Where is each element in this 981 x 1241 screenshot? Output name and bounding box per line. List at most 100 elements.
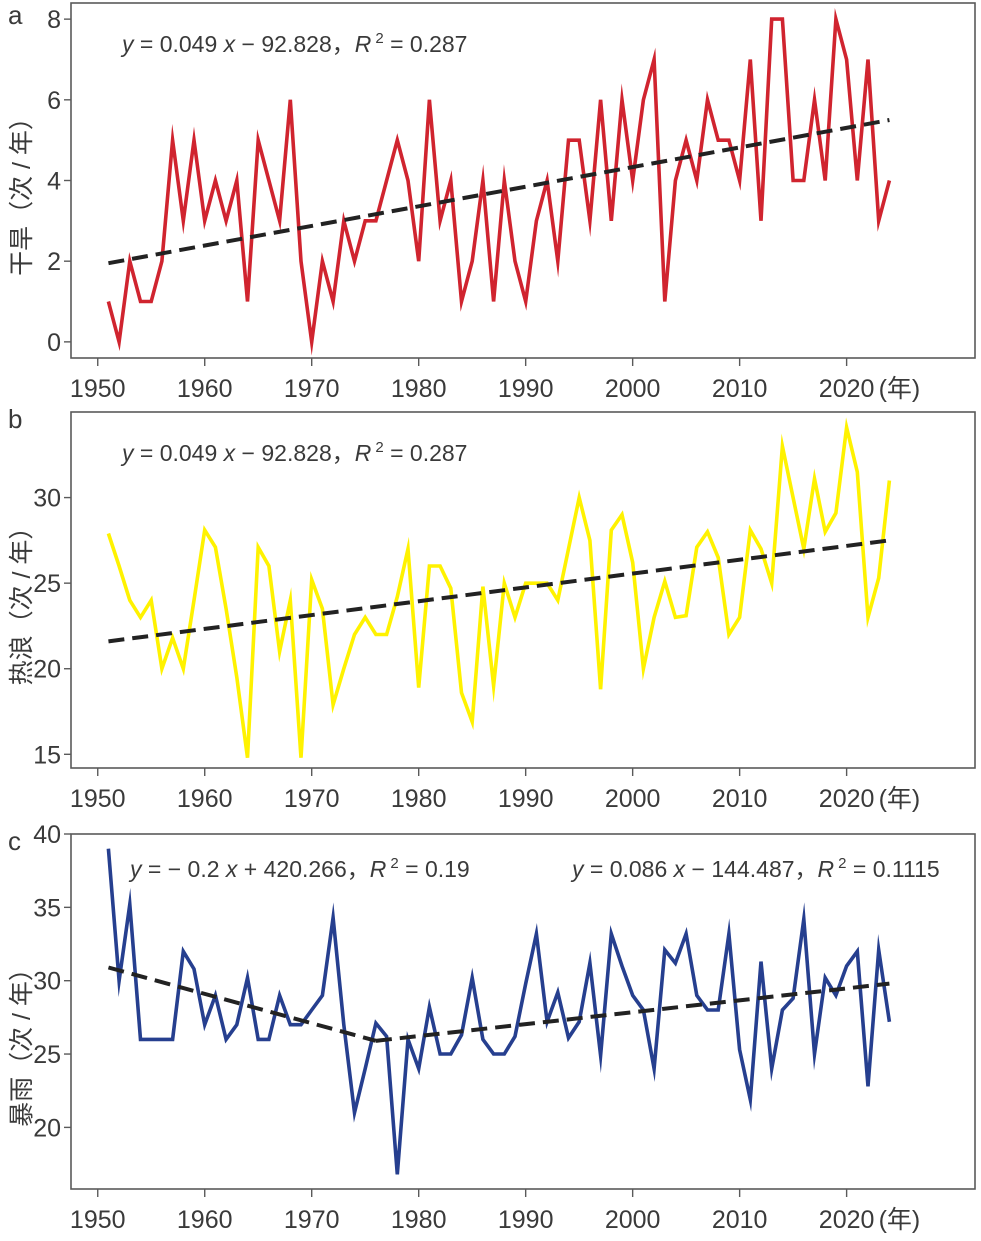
regression-equation: y = 0.086 x − 144.487，R 2 = 0.1115 (570, 855, 940, 882)
data-point (835, 994, 837, 996)
data-point (482, 1038, 484, 1040)
regression-equation: y = 0.049 x − 92.828，R 2 = 0.287 (120, 30, 467, 57)
data-point (845, 426, 847, 428)
x-axis-unit-label: (年) (879, 1206, 921, 1234)
data-point (385, 179, 387, 181)
data-point (621, 99, 623, 101)
y-tick-label: 8 (47, 6, 61, 34)
data-point (193, 968, 195, 970)
panel-label: b (8, 404, 22, 434)
data-point (813, 99, 815, 101)
x-tick-label: 2000 (605, 1206, 661, 1234)
data-point (653, 616, 655, 618)
equation-y: y (120, 440, 135, 466)
x-tick-label: 1990 (498, 785, 554, 813)
data-point (225, 608, 227, 610)
equation-x: x (225, 856, 239, 882)
x-tick-label: 1960 (177, 375, 233, 403)
data-point (150, 300, 152, 302)
data-point (813, 478, 815, 480)
equation-r2: = 0.287 (384, 31, 468, 57)
data-point (311, 1009, 313, 1011)
data-point (696, 994, 698, 996)
data-point (182, 950, 184, 952)
x-tick-label: 2020 (819, 785, 875, 813)
data-point (268, 179, 270, 181)
y-tick-label: 4 (47, 168, 61, 196)
equation-rest: − 144.487， (685, 856, 817, 882)
y-axis-label: 干旱（次 / 年） (8, 105, 36, 276)
data-point (171, 637, 173, 639)
data-point (417, 260, 419, 262)
data-point (385, 1035, 387, 1037)
data-point (738, 1048, 740, 1050)
data-point (311, 341, 313, 343)
data-point (856, 950, 858, 952)
data-point (289, 1024, 291, 1026)
data-point (867, 58, 869, 60)
x-axis-unit-label: (年) (879, 785, 921, 813)
data-point (728, 139, 730, 141)
equation-rest: − 92.828， (235, 440, 355, 466)
data-point (631, 179, 633, 181)
data-point (867, 616, 869, 618)
data-point (428, 99, 430, 101)
data-point (150, 1038, 152, 1040)
y-tick-label: 6 (47, 87, 61, 115)
equation-rest: + 420.266， (237, 856, 369, 882)
data-point (706, 1009, 708, 1011)
x-tick-label: 1950 (70, 375, 126, 403)
equation-x: x (223, 31, 237, 57)
data-point (171, 1038, 173, 1040)
y-tick-label: 0 (47, 329, 61, 357)
data-point (621, 513, 623, 515)
data-point (428, 565, 430, 567)
data-point (353, 260, 355, 262)
data-point (129, 903, 131, 905)
data-point (257, 1038, 259, 1040)
y-tick-label: 25 (33, 1041, 61, 1069)
data-point (289, 99, 291, 101)
data-point (300, 260, 302, 262)
data-point (578, 1021, 580, 1023)
data-point (353, 1112, 355, 1114)
y-axis-label: 暴雨（次 / 年） (8, 956, 36, 1127)
panel-label: a (8, 0, 23, 30)
x-tick-label: 2020 (819, 375, 875, 403)
data-point (878, 220, 880, 222)
x-tick-label: 1960 (177, 785, 233, 813)
y-tick-label: 35 (33, 894, 61, 922)
data-point (535, 220, 537, 222)
data-point (524, 582, 526, 584)
data-point (300, 1024, 302, 1026)
data-point (193, 139, 195, 141)
data-point (557, 260, 559, 262)
data-point (599, 99, 601, 101)
y-tick-label: 20 (33, 1114, 61, 1142)
data-point (557, 991, 559, 993)
data-point (567, 548, 569, 550)
data-point (171, 139, 173, 141)
regression-equation: y = 0.049 x − 92.828，R 2 = 0.287 (120, 439, 467, 466)
data-point (824, 531, 826, 533)
panel-a: a 0 2 4 6 8 1950 1960 1970 1980 1990 2000 2010 2020 (年… (8, 0, 976, 403)
data-point (139, 300, 141, 302)
data-point (246, 300, 248, 302)
data-point (161, 260, 163, 262)
data-point (845, 58, 847, 60)
data-point (771, 18, 773, 20)
data-point (364, 616, 366, 618)
series-line-a (106, 8, 892, 356)
data-point (107, 300, 109, 302)
data-point (396, 139, 398, 141)
x-tick-label: 2000 (605, 375, 661, 403)
data-point (311, 579, 313, 581)
data-point (760, 220, 762, 222)
data-point (450, 1053, 452, 1055)
data-point (599, 1054, 601, 1056)
data-point (664, 949, 666, 951)
data-point (482, 179, 484, 181)
data-point (685, 614, 687, 616)
data-point (182, 220, 184, 222)
data-point (428, 1006, 430, 1008)
